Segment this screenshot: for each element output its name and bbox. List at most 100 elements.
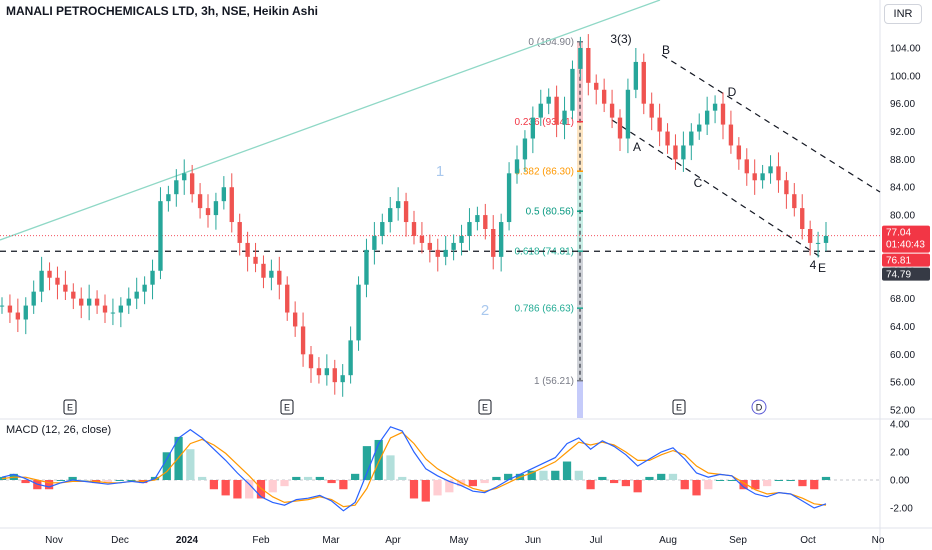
macd-histogram-bar [704,480,713,490]
price-axis-tick: 92.00 [890,127,915,138]
price-tag-2 [882,253,930,267]
macd-histogram-bar [268,480,277,493]
macd-histogram-bar [645,476,654,480]
macd-histogram-bar [127,480,136,481]
time-axis-tick: May [450,535,469,546]
time-axis-tick: Feb [252,535,270,546]
macd-histogram-bar [492,476,501,480]
candle-body [665,131,670,146]
candle-body [7,305,13,313]
candle-body [704,110,710,125]
candle-body [760,173,765,181]
price-tag-3 [882,267,930,281]
candle-body [443,249,448,257]
price-axis-tick: 64.00 [890,322,915,333]
candle-body [300,326,306,355]
candle-body [498,222,504,257]
macd-axis-tick: -2.00 [890,504,913,515]
candle-body [784,180,789,195]
price-tag-countdown: 01:40:43 [886,240,925,251]
macd-histogram-bar [680,480,689,490]
macd-label: MACD (12, 26, close) [6,424,112,436]
macd-histogram-bar [186,449,195,480]
macd-histogram-bar [162,452,171,480]
candle-body [118,305,124,313]
macd-histogram-bar [574,470,583,480]
candle-body [427,242,433,250]
candle-body [348,340,353,376]
candle-body [459,235,464,243]
macd-line [1,426,827,512]
candle-body [63,284,68,292]
macd-histogram-bar [821,476,831,480]
currency-button[interactable]: INR [884,4,922,24]
wave-label: 4 [810,258,817,272]
macd-histogram-bar [562,461,572,480]
candle-body [562,110,567,125]
macd-axis-tick: 2.00 [890,448,910,459]
macd-histogram-bar [551,470,560,480]
earnings-marker [280,399,294,415]
candle-body [308,354,314,369]
candle-body [752,173,757,181]
fib-zone [577,121,583,172]
fib-zone [577,380,583,418]
earnings-marker-label: E [676,403,682,413]
macd-histogram-bar [303,476,313,480]
candle-body [578,48,583,69]
earnings-marker-label: E [67,403,73,413]
wave-label: 1 [436,163,444,180]
candle-body [792,194,797,209]
candle-body [197,194,203,209]
macd-histogram-bar [398,476,407,480]
fib-label: 0.382 (86.30) [515,167,575,178]
fib-label: 0.786 (66.63) [515,304,575,315]
candle-body [380,222,385,236]
candle-body [736,145,742,160]
candle-body [601,89,607,104]
candle-body [483,215,488,229]
candle-body [522,138,528,160]
candle-body [150,270,155,285]
candle-body [649,103,654,118]
candle-body [720,103,726,125]
candle-body [641,61,646,104]
macd-histogram-bar [21,480,30,484]
dividend-marker-label: D [756,403,763,413]
macd-histogram-bar [798,480,807,487]
candle-body [269,270,274,278]
macd-histogram-bar [197,476,207,480]
macd-signal-line [1,431,827,508]
candle-body [71,291,76,299]
fib-label: 0 (104.90) [528,37,574,48]
candle-body [617,117,623,139]
candle-body [316,368,322,376]
macd-histogram-bar [245,480,254,499]
macd-histogram-bar [44,480,54,490]
price-tag-3-value: 74.79 [886,270,911,281]
wave-label: C [694,176,703,190]
candle-body [372,235,377,250]
candle-body [237,222,242,243]
earnings-marker [478,399,492,415]
candle-body [324,368,330,376]
macd-histogram-bar [115,480,124,481]
price-tag-last [882,225,930,253]
candle-body [55,277,60,285]
candle-body [47,270,52,278]
macd-histogram-bar [739,480,748,490]
earnings-marker-label: E [482,403,488,413]
candle-body [166,194,171,202]
macd-histogram-bar [221,480,230,496]
candle-body [332,368,337,383]
time-axis-tick: Nov [45,535,63,546]
wave-label: A [633,140,641,154]
price-axis-tick: 60.00 [890,350,915,361]
macd-histogram-bar [386,455,395,480]
candle-body [807,229,813,243]
time-axis-tick: Jul [590,535,603,546]
wave-label: 2 [481,302,489,319]
candle-body [823,235,829,243]
macd-histogram-bar [786,480,795,481]
time-axis-tick: Mar [322,535,340,546]
